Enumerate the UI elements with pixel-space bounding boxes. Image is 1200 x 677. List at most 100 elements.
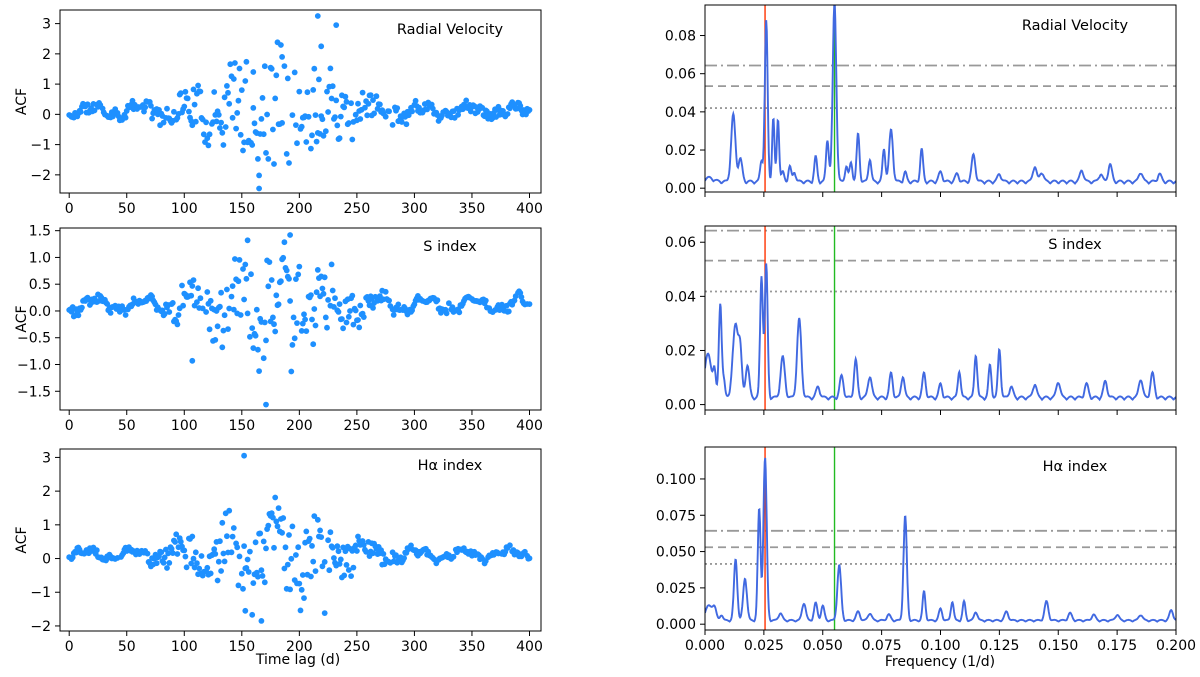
acf_s-point xyxy=(290,314,297,321)
acf_s-point xyxy=(275,301,282,308)
acf_rv-point xyxy=(211,89,218,95)
acf_rv-point xyxy=(91,107,98,114)
acf_ha-points xyxy=(66,452,533,624)
acf_ha-y-tick-label: −2 xyxy=(30,619,51,635)
acf_ha-y-tick-label: 2 xyxy=(42,484,51,500)
acf_s-point xyxy=(194,299,200,305)
psd_ha-x-tick-label: 0.125 xyxy=(979,638,1019,654)
acf_s-point xyxy=(349,292,356,299)
psd_rv-panel-title: Radial Velocity xyxy=(1022,18,1129,34)
acf_ha-point xyxy=(279,529,285,536)
acf_rv-point xyxy=(205,142,212,149)
acf_ha-point xyxy=(244,556,251,563)
acf_s-point xyxy=(204,289,211,295)
acf_s-point xyxy=(296,263,303,270)
acf_rv-point xyxy=(377,101,383,108)
acf_ha-point xyxy=(350,564,357,571)
acf_ha-point xyxy=(309,543,315,549)
acf_s-point xyxy=(224,286,230,293)
acf_ha-point xyxy=(198,553,205,559)
acf_ha-point xyxy=(183,564,190,571)
acf_rv-point xyxy=(181,103,188,110)
acf_ha-point xyxy=(192,549,199,556)
acf_ha-point xyxy=(335,548,342,555)
acf_ha-point xyxy=(450,553,457,560)
acf_s-point xyxy=(79,304,85,311)
acf_ha-point xyxy=(181,547,188,554)
acf_rv-point xyxy=(221,94,228,101)
panel-psd_s: 0.00 0.02 0.04 0.06 S index xyxy=(665,225,1177,415)
acf_rv-point xyxy=(182,88,189,95)
acf_s-point xyxy=(336,301,343,307)
acf_rv-y-axis-label: ACF xyxy=(14,88,30,115)
acf_s-point xyxy=(443,310,450,317)
acf_s-point xyxy=(266,259,273,265)
acf_rv-point xyxy=(77,109,84,115)
acf_ha-point xyxy=(217,538,223,545)
acf_rv-x-tick-label: 50 xyxy=(118,201,136,217)
acf_ha-point xyxy=(312,568,319,574)
acf_ha-point xyxy=(321,559,328,565)
acf_rv-y-tick-label: 3 xyxy=(42,17,51,33)
acf_ha-point xyxy=(341,572,348,579)
acf_ha-point xyxy=(189,533,196,540)
psd_s-plot-area xyxy=(705,226,1176,410)
acf_rv-point xyxy=(455,111,461,118)
psd_ha-periodogram-line xyxy=(705,457,1176,623)
acf_ha-point xyxy=(360,542,367,548)
acf_ha-point xyxy=(297,607,304,614)
psd_s-y-tick-label: 0.04 xyxy=(665,289,696,305)
acf_ha-point xyxy=(380,551,387,557)
acf_s-point xyxy=(190,277,197,283)
acf_rv-point xyxy=(160,119,167,126)
acf_s-point xyxy=(265,283,272,290)
acf_rv-point xyxy=(463,97,470,104)
acf_s-point xyxy=(434,297,441,304)
acf_s-point xyxy=(390,312,397,318)
acf_rv-outlier-point xyxy=(333,22,340,28)
acf_ha-point xyxy=(259,573,266,579)
acf_ha-point xyxy=(174,551,181,557)
acf_rv-point xyxy=(316,76,322,83)
acf_ha-point xyxy=(273,518,280,525)
acf_ha-point xyxy=(306,535,313,542)
acf_ha-x-tick-label: 250 xyxy=(344,639,371,655)
acf_s-point xyxy=(248,271,254,278)
acf_rv-point xyxy=(260,131,267,138)
acf_s-point xyxy=(345,313,352,320)
acf_rv-point xyxy=(349,136,356,143)
psd_ha-x-tick-label: 0.075 xyxy=(862,638,902,654)
panel-acf_ha: 0 50 100 150 200 250 300 350 400 −2 −1 0 1 2 3 ACF Hα in… xyxy=(14,448,543,655)
acf_s-y-tick-label: 0.5 xyxy=(29,277,51,293)
acf_s-point xyxy=(446,300,452,307)
acf_s-points xyxy=(66,232,533,408)
acf_ha-y-tick-label: −1 xyxy=(30,585,51,601)
acf_rv-point xyxy=(345,120,352,126)
acf_rv-point xyxy=(215,111,222,118)
acf_rv-point xyxy=(303,139,310,145)
acf_rv-point xyxy=(526,107,533,113)
acf_rv-panel-title: Radial Velocity xyxy=(397,22,504,38)
acf_s-point xyxy=(199,305,206,312)
acf_rv-point xyxy=(283,151,290,157)
acf_rv-point xyxy=(328,95,335,102)
acf_s-point xyxy=(283,267,290,274)
acf_ha-point xyxy=(286,532,292,538)
acf_s-point xyxy=(272,328,279,335)
acf_s-x-tick-label: 0 xyxy=(65,418,74,434)
acf_ha-point xyxy=(160,559,167,566)
acf_rv-point xyxy=(329,83,336,90)
acf_rv-point xyxy=(333,97,340,104)
acf_s-point xyxy=(312,322,319,329)
acf_ha-point xyxy=(218,568,225,574)
acf_rv-point xyxy=(219,129,226,136)
acf_ha-point xyxy=(238,570,245,577)
acf_ha-point xyxy=(196,565,203,572)
acf_ha-point xyxy=(265,522,272,529)
acf_rv-point xyxy=(364,112,371,119)
acf_s-point xyxy=(169,300,176,306)
acf_s-point xyxy=(313,289,320,296)
acf_rv-point xyxy=(261,63,268,70)
acf_ha-point xyxy=(334,543,341,550)
acf_rv-point xyxy=(149,115,156,122)
